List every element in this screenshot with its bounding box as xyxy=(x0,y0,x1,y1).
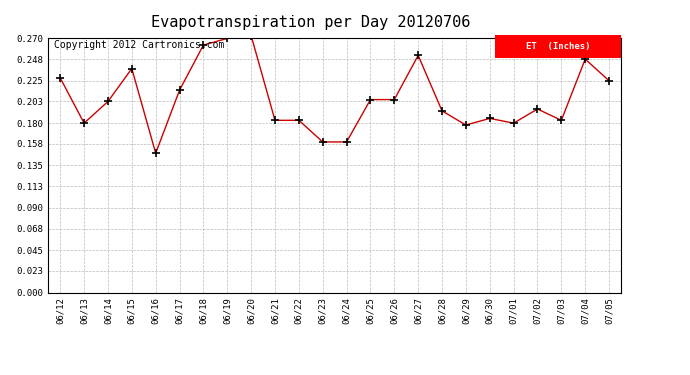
Text: Evapotranspiration per Day 20120706: Evapotranspiration per Day 20120706 xyxy=(151,15,470,30)
Text: Copyright 2012 Cartronics.com: Copyright 2012 Cartronics.com xyxy=(54,40,224,50)
